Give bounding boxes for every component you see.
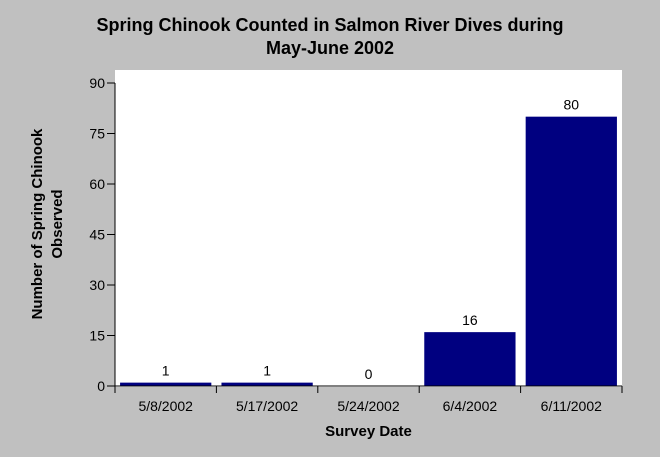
data-label: 0 [365, 366, 373, 382]
bar [525, 116, 617, 387]
data-label: 80 [564, 97, 580, 113]
y-tick-label: 15 [89, 328, 105, 344]
y-tick-label: 90 [89, 75, 105, 91]
x-tick-label: 6/11/2002 [541, 398, 602, 414]
x-tick-label: 5/8/2002 [138, 398, 193, 414]
x-axis-label: Survey Date [325, 423, 412, 440]
chart-title-line-2: May-June 2002 [265, 38, 395, 58]
bar [424, 332, 516, 386]
y-axis-label: Number of Spring Chinook Observed [28, 94, 68, 354]
y-axis-label-line-2: Observed [49, 189, 66, 259]
x-tick-label: 6/4/2002 [443, 398, 498, 414]
y-tick-label: 45 [89, 227, 105, 243]
y-tick-label: 60 [89, 176, 105, 192]
bar [120, 382, 212, 386]
data-label: 1 [263, 363, 271, 379]
data-label: 16 [462, 312, 478, 328]
y-tick-label: 30 [89, 277, 105, 293]
chart-title: Spring Chinook Counted in Salmon River D… [0, 14, 660, 60]
y-tick-label: 75 [89, 126, 105, 142]
y-tick-label: 0 [97, 378, 105, 394]
chart-title-line-1: Spring Chinook Counted in Salmon River D… [96, 15, 564, 35]
y-axis-label-line-1: Number of Spring Chinook [29, 128, 46, 320]
data-label: 1 [162, 363, 170, 379]
x-tick-label: 5/24/2002 [337, 398, 399, 414]
x-tick-label: 5/17/2002 [236, 398, 298, 414]
bar [221, 382, 313, 386]
